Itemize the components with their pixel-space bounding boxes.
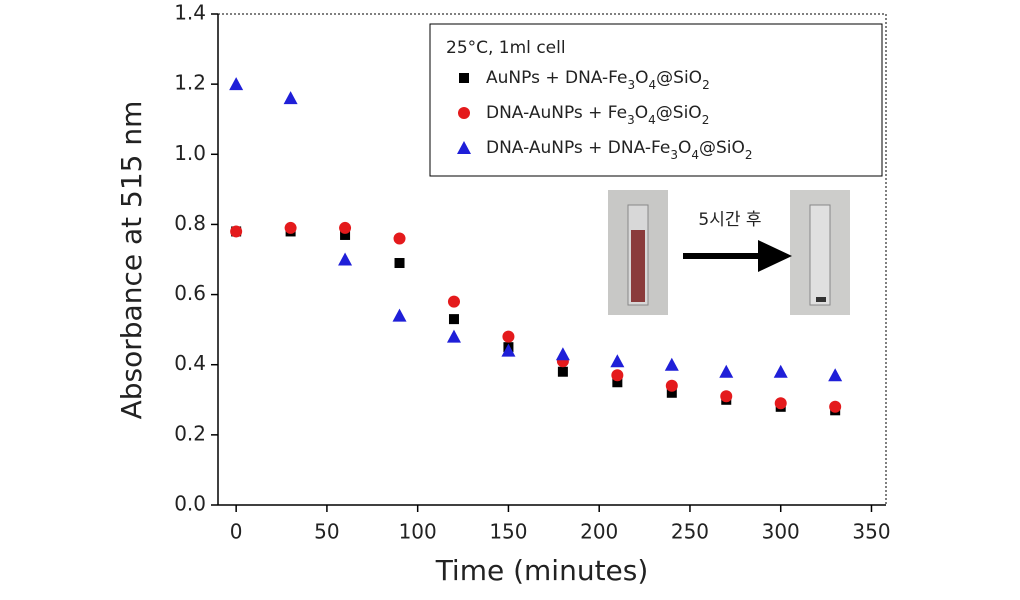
legend-marker <box>459 73 469 83</box>
point <box>774 397 787 410</box>
legend-marker <box>458 107 470 119</box>
point <box>230 225 243 238</box>
x-tick-label: 250 <box>671 520 709 544</box>
point <box>447 295 460 308</box>
point <box>612 377 623 388</box>
point <box>340 229 351 240</box>
x-tick-label: 300 <box>762 520 800 544</box>
x-tick-label: 350 <box>852 520 890 544</box>
annotation: 5시간 후 <box>698 210 761 230</box>
point <box>394 258 405 269</box>
y-tick-label: 0.4 <box>174 351 206 375</box>
x-tick-label: 0 <box>230 520 243 544</box>
x-tick-label: 100 <box>399 520 437 544</box>
point <box>501 343 516 357</box>
x-tick-label: 50 <box>314 520 339 544</box>
y-tick-label: 0.8 <box>174 211 206 235</box>
x-tick-label: 200 <box>580 520 618 544</box>
point <box>610 354 625 368</box>
point <box>448 314 459 325</box>
y-tick-label: 1.4 <box>174 1 206 25</box>
point <box>664 357 679 371</box>
point <box>446 329 461 343</box>
y-axis-label: Absorbance at 515 nm <box>115 101 148 420</box>
legend-label: DNA-AuNPs + DNA-Fe3O4@SiO2 <box>486 138 753 162</box>
point <box>283 91 298 105</box>
point <box>828 368 843 382</box>
x-tick-label: 150 <box>489 520 527 544</box>
point <box>665 379 678 392</box>
legend-title: 25°C, 1ml cell <box>446 38 566 58</box>
y-tick-label: 0.6 <box>174 281 206 305</box>
legend: 25°C, 1ml cell AuNPs + DNA-Fe3O4@SiO2 DNA-… <box>429 23 883 177</box>
point <box>666 387 677 398</box>
legend-marker <box>457 141 471 154</box>
y-tick-label: 0.2 <box>174 421 206 445</box>
point <box>719 364 734 378</box>
point <box>773 364 788 378</box>
point <box>720 390 733 403</box>
point <box>284 221 297 234</box>
x-axis-label: Time (minutes) <box>435 554 649 587</box>
point <box>555 347 570 361</box>
cuvette-photos <box>608 190 850 315</box>
legend-label: DNA-AuNPs + Fe3O4@SiO2 <box>486 103 709 127</box>
point <box>557 366 568 377</box>
point <box>502 330 515 343</box>
point <box>338 252 353 266</box>
point <box>229 77 244 91</box>
y-tick-label: 0.0 <box>174 492 206 516</box>
y-tick-label: 1.2 <box>174 71 206 95</box>
point <box>829 400 842 413</box>
point <box>392 308 407 322</box>
y-tick-label: 1.0 <box>174 141 206 165</box>
point <box>611 369 624 382</box>
point <box>393 232 406 245</box>
legend-box <box>429 23 883 177</box>
legend-label: AuNPs + DNA-Fe3O4@SiO2 <box>486 68 710 92</box>
point <box>339 221 352 234</box>
